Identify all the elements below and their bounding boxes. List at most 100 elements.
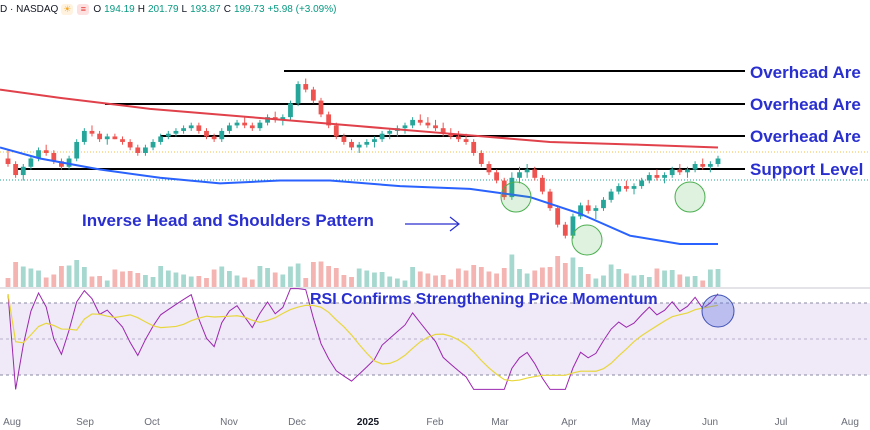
volume-bar [532, 270, 538, 287]
volume-bar [165, 270, 171, 287]
volume-bar [440, 275, 446, 287]
candle-body [509, 177, 515, 198]
month-tick-label: Jul [775, 417, 788, 428]
volume-bar [517, 269, 522, 287]
rsi-ma-line [7, 293, 719, 382]
candle-body [639, 180, 645, 187]
volume-bar [372, 272, 377, 287]
candle-body [120, 139, 125, 142]
candle-body [257, 122, 263, 129]
volume-bar [257, 266, 263, 287]
volume-bar [326, 266, 332, 287]
volume-bar [20, 266, 26, 287]
candle-body [13, 164, 19, 176]
volume-bar [486, 271, 492, 287]
volume-bar [639, 275, 645, 287]
volume-bar [356, 268, 362, 287]
candle-body [211, 136, 217, 140]
volume-bar [226, 271, 232, 287]
volume-bar [394, 278, 400, 287]
sun-icon[interactable]: ☀ [61, 3, 74, 15]
volume-bar [677, 274, 683, 287]
volume-bar [547, 267, 553, 287]
volume-bar [143, 275, 148, 287]
candle-body [517, 172, 522, 178]
candle-body [234, 122, 240, 126]
rsi-line [7, 288, 719, 390]
candle-body [135, 147, 141, 153]
candle-body [341, 136, 347, 142]
candle-body [51, 152, 57, 162]
volume-bar [540, 267, 545, 287]
candle-body [387, 130, 393, 134]
volume-bar [112, 269, 118, 287]
month-tick-label: 2025 [357, 417, 380, 428]
candle-body [379, 133, 385, 140]
candle-body [410, 119, 416, 126]
rsi-circle [701, 294, 735, 328]
volume-bar [555, 256, 561, 287]
volume-bar [494, 273, 500, 287]
volume-bar [249, 279, 255, 287]
candle-body [204, 130, 209, 137]
candle-body [532, 169, 538, 178]
volume-bar [89, 276, 95, 287]
candle-body [417, 119, 423, 123]
overhead-label-1: Overhead Are [750, 63, 861, 82]
volume-bar [570, 257, 576, 287]
volume-bar [303, 278, 309, 287]
candle-body [440, 128, 446, 134]
volume-bar [662, 270, 667, 287]
menu-lines-icon[interactable]: ≡ [77, 3, 90, 15]
head-circle [571, 224, 603, 256]
volume-bar [471, 265, 477, 287]
candle-body [585, 205, 591, 211]
volume-bar [66, 265, 72, 287]
candle-body [425, 122, 431, 126]
volume-bar [349, 277, 354, 287]
candle-body [433, 125, 438, 129]
candle-body [303, 84, 309, 90]
rsi-label: RSI Confirms Strengthening Price Momentu… [310, 291, 658, 308]
close-label: C [223, 3, 231, 15]
symbol-label[interactable]: D · NASDAQ [0, 3, 59, 15]
volume-bar [234, 275, 240, 287]
volume-bar [43, 277, 49, 287]
month-tick-label: Dec [288, 417, 306, 428]
candle-body [143, 147, 148, 153]
volume-bar [272, 272, 278, 287]
candle-body [524, 169, 530, 173]
volume-bar [28, 268, 34, 287]
volume-bar [433, 275, 438, 287]
volume-bars [5, 254, 721, 287]
volume-bar [562, 263, 568, 287]
x-axis: Aug Sep Oct Nov Dec 2025 Feb Mar Apr May Jun Jul Aug [3, 417, 859, 428]
volume-bar [463, 270, 469, 287]
volume-bar [13, 262, 19, 287]
symbol-header: D · NASDAQ ☀ ≡ O 194.19 H 201.79 L 193.87 C… [0, 0, 339, 18]
volume-bar [410, 267, 416, 287]
volume-bar [402, 280, 408, 287]
volume-bar [188, 276, 194, 287]
volume-bar [51, 274, 57, 287]
volume-bar [310, 262, 316, 287]
overhead-label-2: Overhead Are [750, 95, 861, 114]
volume-bar [150, 277, 156, 287]
volume-bar [478, 267, 484, 287]
month-tick-label: Mar [491, 417, 509, 428]
candle-body [364, 141, 370, 145]
volume-bar [127, 271, 133, 287]
candle-body [372, 139, 377, 142]
candle-body [448, 133, 454, 137]
volume-bar [120, 271, 125, 287]
candle-body [74, 141, 80, 159]
ma-red-line [0, 88, 719, 149]
volume-bar [685, 276, 690, 287]
month-tick-label: Apr [561, 417, 577, 428]
volume-bar [333, 268, 339, 287]
candle-body [326, 114, 332, 126]
candle-body [333, 125, 339, 137]
candle-body [295, 84, 301, 104]
candle-body [150, 141, 156, 148]
